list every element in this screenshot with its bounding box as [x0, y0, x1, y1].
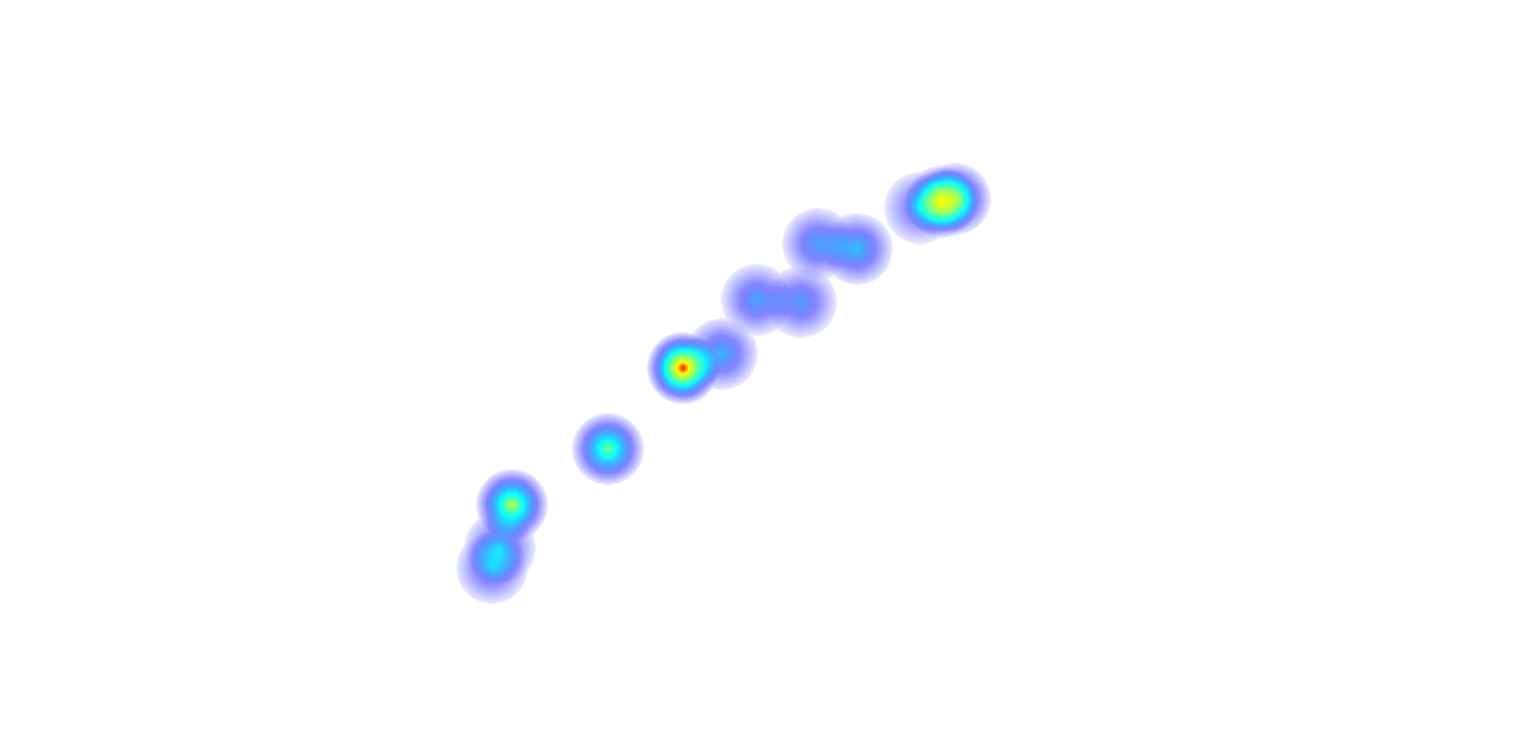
heatmap-canvas [0, 0, 1536, 730]
